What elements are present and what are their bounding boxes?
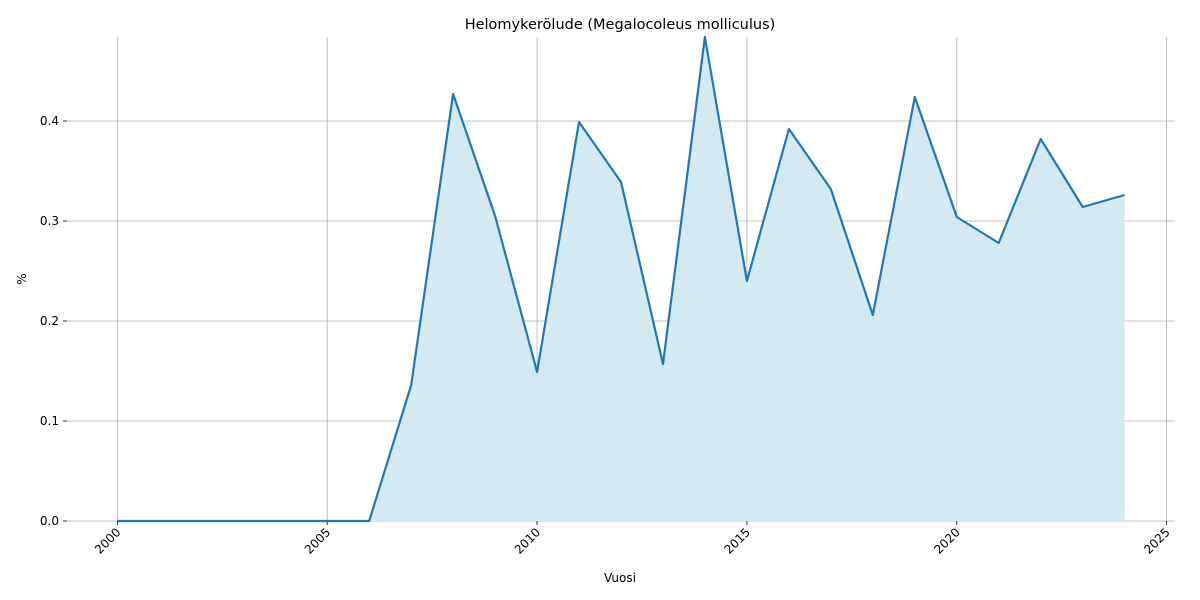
y-axis-label: % xyxy=(15,273,29,284)
line xyxy=(117,35,1125,523)
x-tick-label: 2005 xyxy=(302,525,333,556)
y-tick-label: 0.3 xyxy=(40,214,59,228)
y-tick-label: 0.2 xyxy=(40,314,59,328)
y-tick-label: 0.0 xyxy=(40,514,59,528)
chart-title: Helomykerölude (Megalocoleus molliculus) xyxy=(465,17,776,33)
x-tick-label: 2000 xyxy=(92,525,123,556)
x-tick-label: 2015 xyxy=(722,525,753,556)
x-tick-label: 2020 xyxy=(931,525,962,556)
y-tick-label: 0.1 xyxy=(40,414,59,428)
x-tick-label: 2025 xyxy=(1141,525,1172,556)
x-axis-label: Vuosi xyxy=(604,571,636,585)
x-tick-label: 2010 xyxy=(512,525,543,556)
y-tick-label: 0.4 xyxy=(40,114,59,128)
area xyxy=(117,37,1125,521)
